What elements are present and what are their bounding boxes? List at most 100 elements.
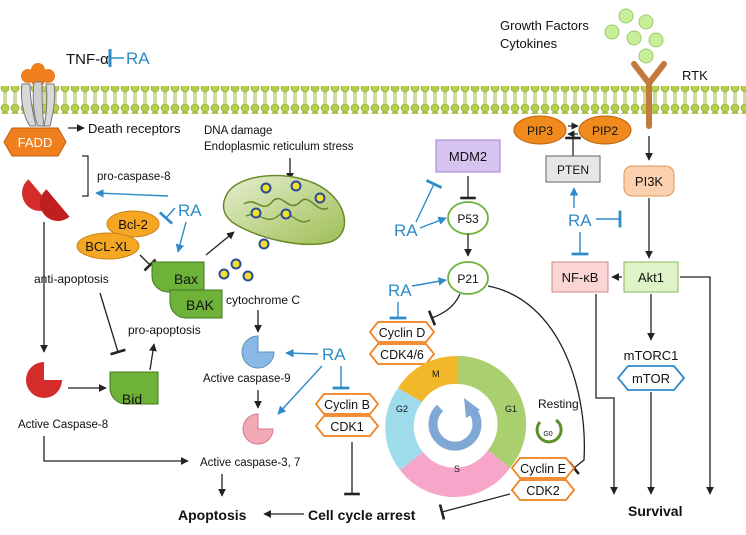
ra-label-p53: RA bbox=[394, 221, 418, 240]
cdk1-label: CDK1 bbox=[330, 420, 363, 434]
phase-s-label: S bbox=[454, 464, 460, 474]
growth-factor-dots bbox=[604, 8, 664, 64]
nfkb-node bbox=[551, 261, 609, 293]
tnf-label: TNF-α bbox=[66, 51, 109, 68]
cycle-arrow-icon bbox=[428, 404, 482, 451]
rtk-label: RTK bbox=[682, 68, 708, 83]
g0-label: G0 bbox=[543, 431, 552, 438]
death-receptor-icon bbox=[21, 81, 56, 127]
akt1-label: Akt1 bbox=[638, 270, 664, 285]
stress-1-label: DNA damage bbox=[204, 125, 272, 137]
active-caspase-8-label: Active Caspase-8 bbox=[18, 419, 108, 431]
ra-arrow-casp9 bbox=[285, 349, 319, 358]
pi3k-label: PI3K bbox=[635, 174, 664, 189]
cyclin-b-label: Cyclin B bbox=[324, 398, 370, 412]
akt1-node bbox=[623, 261, 679, 293]
mdm2-node bbox=[435, 139, 501, 173]
anti-apoptosis-label: anti-apoptosis bbox=[34, 272, 109, 286]
rtk-receptor-icon bbox=[631, 61, 667, 129]
phase-g2-label: G2 bbox=[396, 404, 408, 414]
ra-label-p21: RA bbox=[388, 281, 412, 300]
mtor-label: mTOR bbox=[632, 371, 670, 386]
active-caspase-3-7-icon bbox=[242, 413, 274, 445]
p21-inhibit-cyclin-e bbox=[487, 285, 586, 475]
active-caspase-8-icon bbox=[26, 362, 62, 398]
resting-label: Resting bbox=[538, 397, 579, 411]
p21-label: P21 bbox=[457, 272, 479, 286]
ra-label-casp: RA bbox=[322, 345, 346, 364]
cell-cycle-wheel bbox=[385, 355, 527, 498]
arrow-nfkb-survival bbox=[595, 360, 618, 495]
ra-inhibit-mdm2 bbox=[415, 179, 443, 223]
bcl2-label: Bcl-2 bbox=[118, 217, 148, 232]
ra-label-bcl: RA bbox=[178, 201, 202, 220]
arrow-bid-proapoptosis bbox=[149, 343, 157, 371]
active-caspase-9-label: Active caspase-9 bbox=[203, 373, 291, 385]
cyclin-d-label: Cyclin D bbox=[379, 326, 426, 340]
ra-arrow-procaspase bbox=[95, 189, 169, 198]
pro-caspase-8-icon bbox=[22, 179, 70, 221]
p21-node bbox=[447, 261, 489, 295]
cyclin-e-label: Cyclin E bbox=[520, 462, 566, 476]
bid-label: Bid bbox=[122, 391, 142, 407]
bclxl-label: BCL-XL bbox=[85, 239, 131, 254]
phase-m-segment bbox=[398, 355, 458, 402]
inhibit-bax bbox=[139, 254, 157, 272]
fadd-label: FADD bbox=[18, 135, 53, 150]
cdk2-inhibit-arrest bbox=[438, 493, 511, 520]
phase-g1-label: G1 bbox=[505, 404, 517, 414]
arrow-akt-survival bbox=[680, 276, 714, 495]
bid-node bbox=[109, 371, 159, 405]
pi3k-node bbox=[623, 165, 675, 197]
ra-label-tnf: RA bbox=[126, 49, 150, 68]
survival-label: Survival bbox=[628, 503, 682, 519]
cdk2-node bbox=[510, 479, 576, 501]
cytochrome-c-label: cytochrome C bbox=[226, 293, 300, 307]
phase-s-segment bbox=[400, 450, 510, 498]
mtorc1-label: mTORC1 bbox=[624, 348, 679, 363]
phase-g2-segment bbox=[385, 388, 423, 470]
pro-caspase-8-label: pro-caspase-8 bbox=[97, 171, 171, 183]
cdk46-label: CDK4/6 bbox=[380, 348, 424, 362]
p21-inhibit-cyclind bbox=[427, 293, 461, 326]
ra-inhibit-bcl2 bbox=[158, 207, 176, 225]
pro-apoptosis-label: pro-apoptosis bbox=[128, 323, 201, 337]
pip3-node bbox=[513, 115, 567, 145]
death-receptors-label: Death receptors bbox=[88, 121, 181, 136]
fadd-node bbox=[3, 127, 67, 157]
cytochrome-c-dots bbox=[218, 180, 326, 282]
ra-label-pi3k: RA bbox=[568, 211, 592, 230]
arrow-bax-mito bbox=[205, 231, 235, 256]
apoptosis-label: Apoptosis bbox=[178, 507, 247, 523]
ra-arrow-bax bbox=[175, 221, 187, 253]
g0-loop-icon bbox=[535, 418, 563, 444]
bak-label: BAK bbox=[186, 297, 215, 313]
bracket bbox=[82, 155, 89, 197]
cyclin-e-node bbox=[510, 457, 576, 479]
bak-node bbox=[169, 289, 223, 319]
arrow-casp8-casp37 bbox=[43, 436, 189, 465]
active-caspase-3-7-label: Active caspase-3, 7 bbox=[200, 457, 300, 469]
cyclin-d-node bbox=[368, 321, 436, 343]
bclxl-node bbox=[76, 232, 140, 260]
ra-arrow-p53 bbox=[419, 216, 447, 229]
ra-arrow-p21 bbox=[411, 277, 447, 287]
pip2-node bbox=[578, 115, 632, 145]
growth-factors-label: Growth Factors bbox=[500, 18, 589, 33]
bax-label: Bax bbox=[174, 271, 198, 287]
cell-membrane bbox=[0, 86, 746, 114]
ra-arrow-casp37 bbox=[277, 365, 323, 415]
phase-g1-segment bbox=[458, 355, 527, 468]
mdm2-label: MDM2 bbox=[449, 149, 487, 164]
cyclin-b-node bbox=[314, 393, 380, 415]
pip2-label: PIP2 bbox=[592, 124, 618, 138]
active-caspase-9-icon bbox=[241, 335, 275, 369]
pten-label: PTEN bbox=[557, 163, 589, 177]
pip3-label: PIP3 bbox=[527, 124, 553, 138]
nfkb-label: NF-κB bbox=[562, 270, 599, 285]
phase-m-label: M bbox=[432, 369, 440, 379]
bcl2-node bbox=[106, 210, 160, 238]
p53-label: P53 bbox=[457, 212, 479, 226]
